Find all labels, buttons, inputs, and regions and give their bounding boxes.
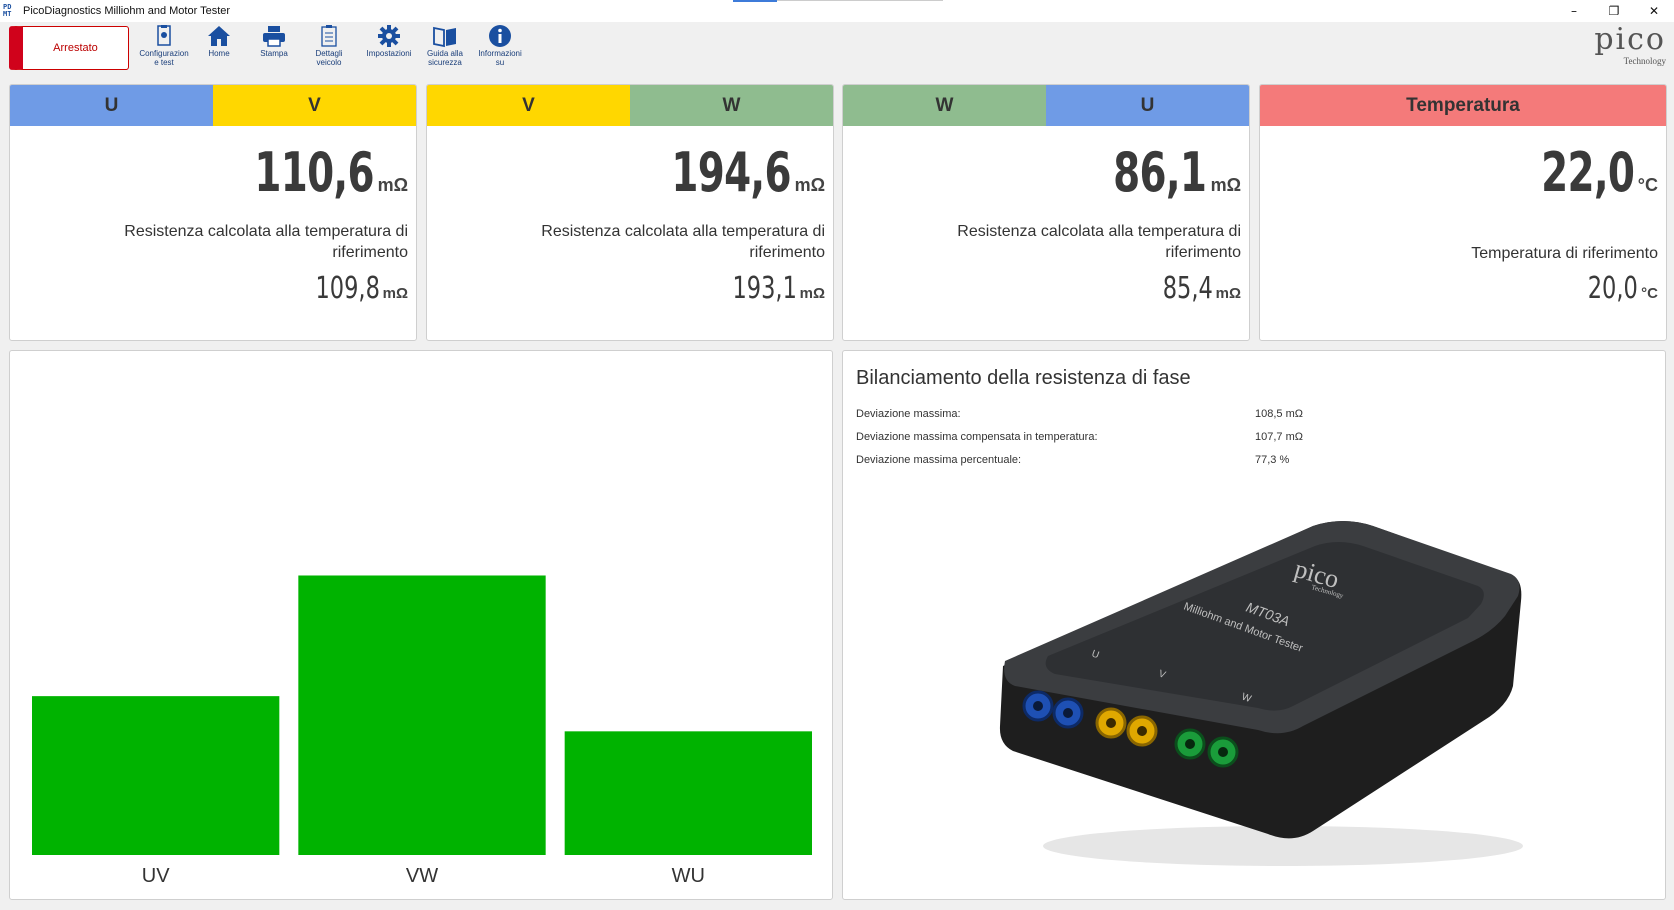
phase-balance-panel: Bilanciamento della resistenza di fase D… xyxy=(842,350,1666,900)
vehicle-details-button[interactable]: Dettagli veicolo xyxy=(302,24,356,67)
card-header: U V xyxy=(10,85,416,126)
ref-unit: mΩ xyxy=(1215,285,1241,302)
card-temperature: Temperatura 22,0 °C Temperatura di rifer… xyxy=(1259,84,1667,341)
book-icon xyxy=(433,26,456,48)
bar-vw xyxy=(298,575,546,855)
config-test-label: Configurazion e test xyxy=(139,49,189,67)
max-deviation-value: 108,5 mΩ xyxy=(1255,408,1303,420)
ref-description: Resistenza calcolata alla temperatura di… xyxy=(957,223,1241,261)
clipboard-icon xyxy=(321,25,337,47)
ref-unit: mΩ xyxy=(382,285,408,302)
restore-button[interactable]: ❐ xyxy=(1608,4,1620,18)
window-controls: – ❐ ✕ xyxy=(1554,0,1674,22)
toolbar: Arrestato Configurazion e test Home Stam… xyxy=(0,22,1674,76)
value-unit: mΩ xyxy=(794,175,825,195)
home-label: Home xyxy=(208,49,230,58)
ref-unit: mΩ xyxy=(799,285,825,302)
pico-logo: pico Technology xyxy=(1556,24,1666,72)
ref-description: Resistenza calcolata alla temperatura di… xyxy=(541,223,825,261)
max-deviation-temp-value: 107,7 mΩ xyxy=(1255,431,1303,443)
print-label: Stampa xyxy=(260,49,288,58)
ref-description: Temperatura di riferimento xyxy=(1471,245,1658,262)
card-header: Temperatura xyxy=(1260,85,1666,126)
ref-number: 193,1 xyxy=(732,271,797,306)
close-button[interactable]: ✕ xyxy=(1648,4,1660,18)
phase-v-label: V xyxy=(213,85,416,126)
info-icon xyxy=(489,25,511,47)
ref-unit: °C xyxy=(1641,285,1658,302)
terminal-w-label: W xyxy=(1240,691,1253,705)
status-button[interactable]: Arrestato xyxy=(9,26,129,70)
phase-u-label: U xyxy=(10,85,213,126)
bar-uv xyxy=(32,696,280,855)
ref-description: Resistenza calcolata alla temperatura di… xyxy=(124,223,408,261)
max-deviation-temp-label: Deviazione massima compensata in tempera… xyxy=(856,431,1098,443)
phase-w-label: W xyxy=(630,85,833,126)
phase-u-label: U xyxy=(1046,85,1249,126)
minimize-button[interactable]: – xyxy=(1571,4,1577,18)
title-bar: PD MT PicoDiagnostics Milliohm and Motor … xyxy=(0,0,1674,22)
titlebar-accent xyxy=(733,0,777,2)
ref-number: 109,8 xyxy=(315,271,380,306)
ref-number: 20,0 xyxy=(1588,271,1639,306)
bar-wu xyxy=(564,731,812,855)
app-icon: PD MT xyxy=(3,3,12,18)
value-number: 110,6 xyxy=(254,141,374,204)
titlebar-divider xyxy=(777,0,943,1)
about-button[interactable]: Informazioni su xyxy=(473,24,527,67)
value-unit: mΩ xyxy=(377,175,408,195)
max-deviation-pct-label: Deviazione massima percentuale: xyxy=(856,454,1022,466)
bar-chart-svg: UV VW WU xyxy=(32,575,812,887)
terminal-u-label: U xyxy=(1090,648,1101,661)
value-unit: mΩ xyxy=(1210,175,1241,195)
safety-guide-button[interactable]: Guida alla sicurezza xyxy=(418,24,472,67)
card-wu: W U 86,1 mΩ Resistenza calcolata alla te… xyxy=(842,84,1250,341)
card-vw: V W 194,6 mΩ Resistenza calcolata alla t… xyxy=(426,84,834,341)
max-deviation-pct-value: 77,3 % xyxy=(1255,454,1290,466)
phase-w-label: W xyxy=(843,85,1046,126)
print-button[interactable]: Stampa xyxy=(247,24,301,58)
device-image: pico Technology MT03A Milliohm and Motor… xyxy=(999,521,1523,866)
settings-label: Impostazioni xyxy=(366,49,412,58)
about-label: Informazioni su xyxy=(478,49,522,67)
value-number: 86,1 xyxy=(1113,141,1208,204)
measured-value: 110,6 mΩ xyxy=(208,141,408,204)
card-header: W U xyxy=(843,85,1249,126)
measured-value: 86,1 mΩ xyxy=(1077,141,1241,204)
settings-button[interactable]: Impostazioni xyxy=(362,24,416,58)
terminal-v-label: V xyxy=(1157,668,1167,681)
x-tick-label: UV xyxy=(142,865,170,887)
vehicle-details-label: Dettagli veicolo xyxy=(315,49,343,67)
measured-value: 194,6 mΩ xyxy=(625,141,825,204)
max-deviation-label: Deviazione massima: xyxy=(856,408,961,420)
window-title: PicoDiagnostics Milliohm and Motor Teste… xyxy=(23,5,231,17)
home-button[interactable]: Home xyxy=(192,24,246,58)
ref-value: 85,4 mΩ xyxy=(1146,271,1241,306)
terminal-sockets xyxy=(1022,690,1239,768)
phase-v-label: V xyxy=(427,85,630,126)
logo-word: pico xyxy=(1594,22,1666,57)
ref-value: 193,1 mΩ xyxy=(711,271,825,306)
measured-value: 22,0 °C xyxy=(1505,141,1658,204)
print-icon xyxy=(263,26,285,47)
value-number: 194,6 xyxy=(671,141,791,204)
resistance-bar-chart: UV VW WU xyxy=(9,350,833,900)
ref-value: 109,8 mΩ xyxy=(294,271,408,306)
value-number: 22,0 xyxy=(1540,141,1635,204)
balance-title: Bilanciamento della resistenza di fase xyxy=(856,367,1191,389)
card-uv: U V 110,6 mΩ Resistenza calcolata alla t… xyxy=(9,84,417,341)
ref-number: 85,4 xyxy=(1162,271,1213,306)
config-test-button[interactable]: Configurazion e test xyxy=(137,24,191,67)
config-icon xyxy=(157,25,171,46)
safety-guide-label: Guida alla sicurezza xyxy=(426,49,464,67)
ref-value: 20,0 °C xyxy=(1571,271,1658,306)
x-tick-label: WU xyxy=(672,865,705,887)
temperature-label: Temperatura xyxy=(1260,85,1666,126)
home-icon xyxy=(208,26,230,46)
gear-icon xyxy=(378,25,400,47)
logo-sub: Technology xyxy=(1623,56,1666,66)
value-unit: °C xyxy=(1637,175,1658,195)
card-header: V W xyxy=(427,85,833,126)
x-tick-label: VW xyxy=(406,865,438,887)
